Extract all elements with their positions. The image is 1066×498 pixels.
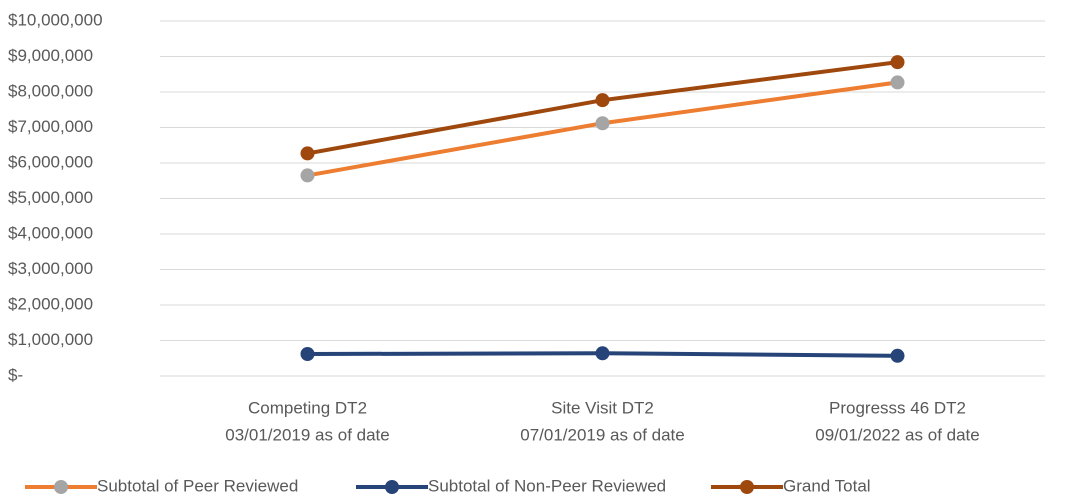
y-tick-label: $1,000,000: [8, 330, 93, 349]
marker: [595, 93, 610, 108]
y-tick-label: $6,000,000: [8, 152, 93, 171]
marker: [595, 116, 610, 131]
legend-label: Grand Total: [783, 476, 871, 495]
x-tick-label: 09/01/2022 as of date: [815, 425, 979, 444]
legend-marker: [740, 480, 754, 494]
y-tick-label: $4,000,000: [8, 223, 93, 242]
legend-marker: [385, 480, 399, 494]
marker: [890, 348, 905, 363]
series-line: [307, 60, 898, 156]
legend-label: Subtotal of Non-Peer Reviewed: [428, 476, 666, 495]
x-tick-label: Progresss 46 DT2: [829, 398, 966, 417]
legend-label: Subtotal of Peer Reviewed: [97, 476, 298, 495]
y-tick-label: $10,000,000: [8, 10, 103, 29]
x-tick-label: Site Visit DT2: [551, 398, 654, 417]
marker: [595, 346, 610, 361]
y-tick-label: $5,000,000: [8, 188, 93, 207]
y-tick-label: $9,000,000: [8, 46, 93, 65]
marker: [300, 168, 315, 183]
y-tick-label: $7,000,000: [8, 117, 93, 136]
marker: [890, 75, 905, 90]
y-tick-label: $8,000,000: [8, 81, 93, 100]
x-tick-label: 07/01/2019 as of date: [520, 425, 684, 444]
x-tick-label: Competing DT2: [248, 398, 367, 417]
x-tick-label: 03/01/2019 as of date: [225, 425, 389, 444]
y-tick-label: $2,000,000: [8, 294, 93, 313]
y-tick-label: $-: [8, 365, 23, 384]
y-tick-label: $3,000,000: [8, 259, 93, 278]
marker: [300, 146, 315, 161]
marker: [300, 346, 315, 361]
marker: [890, 55, 905, 70]
legend-marker: [54, 480, 68, 494]
